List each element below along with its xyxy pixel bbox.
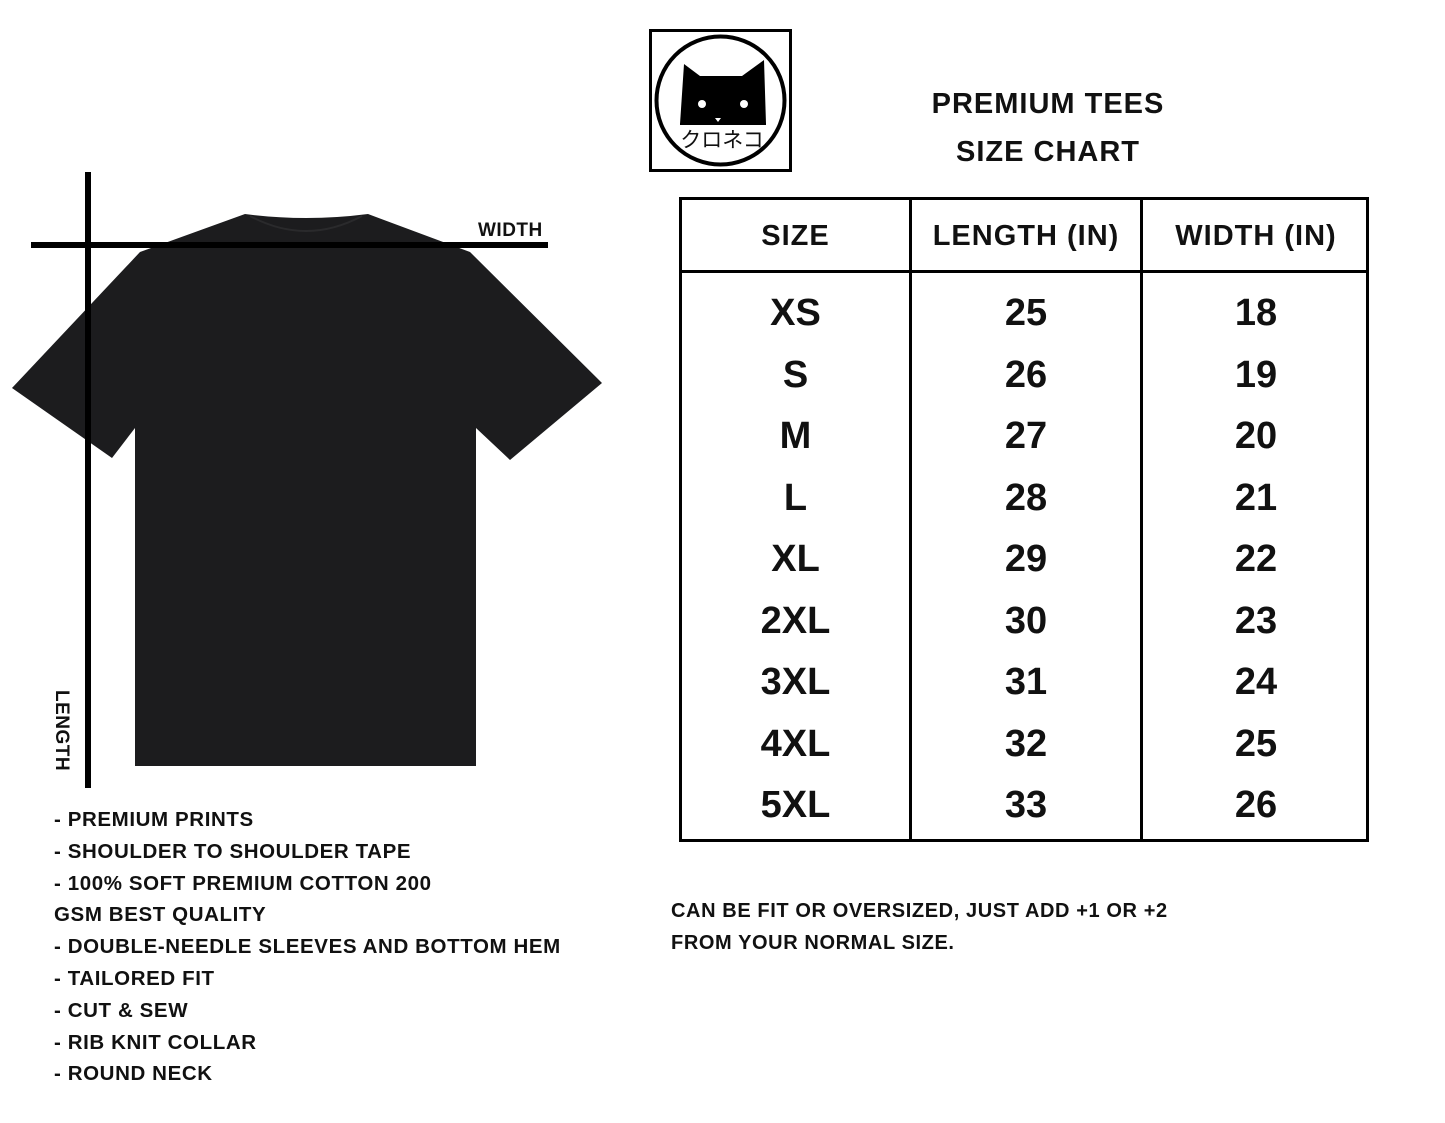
title-line-1: PREMIUM TEES [931, 88, 1165, 120]
cell-width: 18 [1234, 292, 1278, 334]
cell-length: 32 [1004, 722, 1048, 765]
cell-size: XS [770, 292, 821, 334]
cell-size: 3XL [760, 661, 831, 703]
width-label: WIDTH [478, 220, 543, 241]
note-line-1: Can be fit or oversized, just add +1 or … [671, 900, 1168, 922]
cell-size: 5XL [760, 784, 831, 826]
cell-size: M [779, 415, 812, 457]
cell-length: 29 [1004, 538, 1048, 580]
cell-length: 25 [1004, 292, 1048, 334]
page-title: PREMIUM TEES SIZE CHART [900, 80, 1196, 176]
cell-size: S [782, 353, 809, 396]
column-divider [909, 200, 912, 839]
cell-length: 26 [1004, 353, 1048, 396]
feature-item: - Shoulder to shoulder tape [54, 839, 412, 863]
feature-item: - Round neck [54, 1062, 213, 1086]
feature-item: GSM best quality [54, 903, 267, 927]
features-list: - Premium Prints - Shoulder to shoulder … [54, 804, 561, 1090]
cell-width: 21 [1234, 476, 1278, 519]
cell-width: 23 [1234, 599, 1278, 642]
feature-item: - Cut & Sew [54, 998, 189, 1022]
cell-length: 30 [1004, 599, 1048, 642]
cell-size: 4XL [760, 722, 831, 765]
header-width: WIDTH (IN) [1175, 220, 1337, 252]
tshirt-image [12, 214, 602, 766]
cell-width: 22 [1234, 538, 1278, 580]
feature-item: - Double-needle sleeves and bottom hem [54, 935, 561, 959]
cell-size: 2XL [760, 599, 831, 642]
feature-item: - Tailored fit [54, 966, 215, 990]
title-line-2: SIZE CHART [956, 136, 1140, 168]
cell-size: L [783, 476, 808, 519]
header-divider [682, 270, 1366, 273]
length-label: LENGTH [51, 690, 72, 772]
cell-width: 26 [1234, 784, 1278, 826]
note-line-2: from your normal size. [671, 931, 955, 954]
cell-size: XL [771, 538, 820, 580]
header-length: LENGTH (IN) [932, 220, 1120, 252]
header-size: SIZE [761, 220, 830, 252]
cell-length: 27 [1004, 415, 1048, 457]
cell-width: 24 [1234, 661, 1278, 703]
brand-logo: クロネコ [649, 29, 792, 172]
size-chart-table: SIZE LENGTH (IN) WIDTH (IN) XS 25 18 S 26 19 M… [679, 197, 1369, 842]
width-measure-line [31, 242, 548, 248]
black-cat-logo-icon [654, 34, 787, 167]
cell-length: 33 [1004, 784, 1048, 826]
logo-text: クロネコ [680, 128, 764, 152]
feature-item: - Premium Prints [54, 808, 254, 831]
cell-width: 20 [1234, 415, 1278, 457]
cell-width: 19 [1234, 353, 1278, 396]
cell-length: 28 [1004, 476, 1048, 519]
cell-width: 25 [1234, 722, 1278, 765]
cell-length: 31 [1004, 661, 1048, 703]
column-divider [1140, 200, 1143, 839]
feature-item: - Rib knit collar [54, 1030, 257, 1054]
feature-item: - 100% soft premium cotton 200 [54, 871, 432, 895]
fit-note: Can be fit or oversized, just add +1 or … [671, 896, 1168, 959]
length-measure-line [85, 172, 91, 788]
